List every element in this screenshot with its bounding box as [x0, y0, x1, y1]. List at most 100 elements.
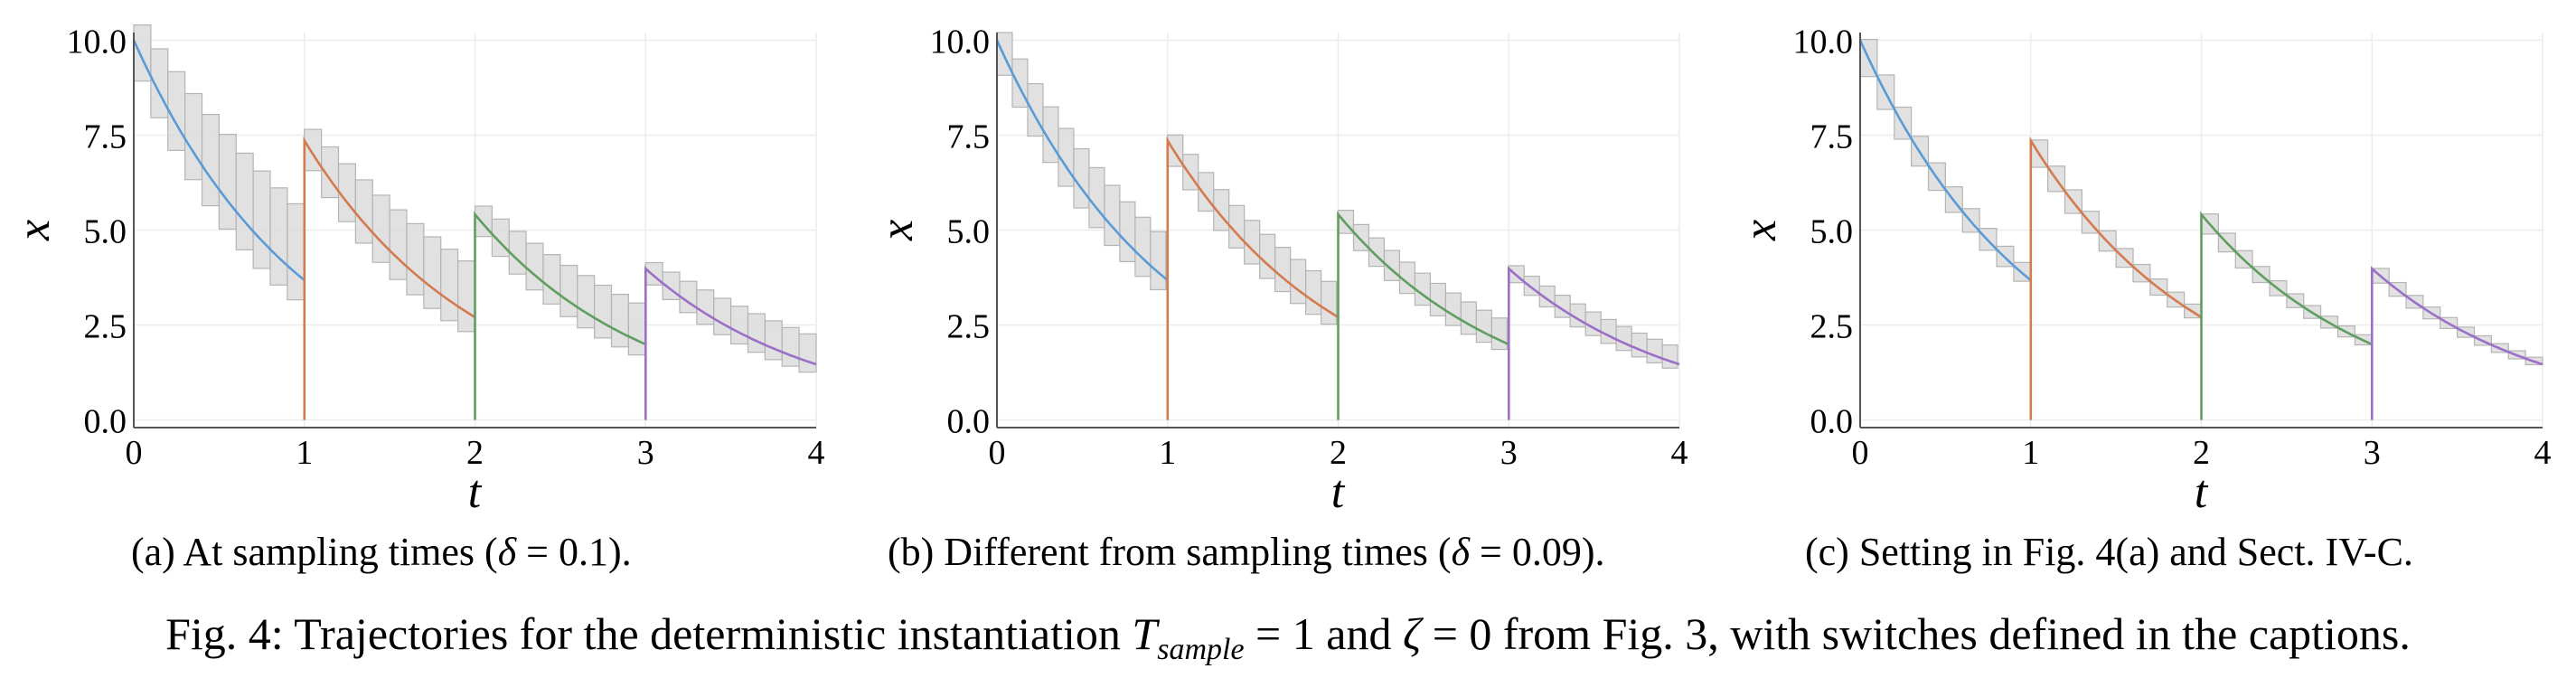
series-line-2 — [1166, 136, 1340, 420]
x-tick-label: 4 — [2534, 434, 2552, 472]
reachable-set-box — [1104, 184, 1121, 247]
reachable-set-box — [730, 306, 749, 345]
x-tick-label: 3 — [637, 434, 654, 472]
y-tick-label: 7.5 — [947, 118, 991, 155]
reachable-set-box — [1615, 325, 1632, 352]
series-line-3 — [474, 211, 646, 420]
subcaption-c: (c) Setting in Fig. 4(a) and Sect. IV-C. — [1805, 530, 2413, 574]
y-axis-label: x — [871, 220, 923, 241]
reachable-set-box — [1119, 201, 1136, 263]
series-line-1 — [1858, 39, 2032, 282]
reachable-set-box — [218, 133, 237, 230]
subcaption-a: (a) At sampling times (δ = 0.1). — [131, 530, 632, 574]
reachable-set-box — [577, 275, 596, 329]
reachable-set-box — [371, 194, 390, 263]
reachable-set-box — [354, 179, 373, 244]
series-line-3 — [1337, 211, 1509, 420]
reachable-set-box — [235, 152, 254, 250]
reachable-set-box — [440, 249, 459, 322]
y-axis-label: x — [8, 220, 60, 241]
subcaption-b: (b) Different from sampling times (δ = 0… — [888, 530, 1605, 574]
reachable-set-box — [1073, 147, 1090, 209]
reachable-set-box — [713, 297, 732, 335]
reachable-set-box — [627, 302, 646, 356]
y-tick-label: 0.0 — [84, 403, 127, 441]
reachable-set-box — [423, 236, 442, 309]
reachable-set-box — [389, 209, 408, 280]
reachable-set-box — [1259, 233, 1276, 279]
reachable-set-box — [1305, 269, 1322, 315]
reachable-set-box — [252, 170, 271, 269]
x-tick-label: 2 — [2193, 434, 2210, 472]
y-tick-label: 0.0 — [1810, 403, 1854, 441]
reachable-set-box — [1429, 282, 1447, 316]
y-tick-label: 0.0 — [947, 403, 991, 441]
x-tick-label: 4 — [1671, 434, 1688, 472]
y-axis-label: x — [1735, 220, 1786, 241]
reachable-set-box — [1444, 292, 1462, 326]
reachable-set-box — [1150, 231, 1167, 291]
series-line-1 — [132, 39, 306, 282]
reachable-set-box — [696, 289, 715, 325]
x-tick-label: 1 — [296, 434, 313, 472]
series-line-4 — [1508, 266, 1680, 420]
reachable-set-box — [764, 320, 783, 361]
x-axis-label: t — [468, 466, 483, 518]
y-tick-label: 7.5 — [1810, 118, 1854, 155]
reachable-set-box — [269, 187, 288, 286]
reachable-set-box — [406, 222, 425, 296]
series-line-3 — [2200, 211, 2373, 420]
y-tick-label: 5.0 — [947, 213, 991, 251]
x-tick-label: 2 — [1330, 434, 1347, 472]
x-tick-label: 3 — [2364, 434, 2381, 472]
x-tick-label: 0 — [126, 434, 143, 472]
reachable-set-box — [1475, 309, 1492, 344]
reachable-set-box — [1646, 338, 1663, 363]
reachable-set-box — [1134, 216, 1152, 278]
x-tick-label: 1 — [2022, 434, 2039, 472]
x-tick-label: 2 — [466, 434, 484, 472]
series-line-4 — [644, 266, 817, 420]
chart-panel-b: 0.0 2.5 5.0 7.5 10.0 0 1 2 3 4 t x — [871, 23, 1688, 518]
y-tick-label: 5.0 — [84, 213, 127, 251]
reachable-set-box — [1414, 272, 1432, 306]
reachable-set-box — [287, 202, 306, 301]
y-tick-label: 2.5 — [947, 308, 991, 346]
series-line-1 — [995, 39, 1169, 282]
x-tick-label: 4 — [808, 434, 825, 472]
reachable-set-box — [1460, 301, 1477, 335]
reachable-set-box — [201, 114, 220, 207]
reachable-set-box — [781, 326, 800, 367]
figure-caption: Fig. 4: Trajectories for the determinist… — [165, 608, 2411, 666]
reachable-set-box — [559, 264, 578, 317]
series-line-2 — [303, 136, 476, 420]
chart-panel-c: 0.0 2.5 5.0 7.5 10.0 0 1 2 3 4 t x — [1735, 23, 2552, 518]
reachable-set-box — [457, 260, 476, 333]
x-axis-label: t — [2195, 466, 2209, 518]
reachable-set-box — [337, 163, 356, 222]
reachable-set-box — [184, 92, 203, 181]
reachable-set-box — [1631, 332, 1648, 358]
y-tick-label: 10.0 — [67, 23, 127, 61]
y-tick-label: 10.0 — [1793, 23, 1854, 61]
reachable-set-box — [1321, 280, 1338, 325]
reachable-set-box — [1661, 344, 1678, 369]
series-line-2 — [2029, 136, 2203, 420]
x-tick-label: 1 — [1159, 434, 1176, 472]
y-tick-label: 10.0 — [930, 23, 991, 61]
reachable-set-box — [167, 71, 186, 151]
chart-panel-a: 0.0 2.5 5.0 7.5 10.0 0 1 2 3 4 t x — [8, 23, 825, 518]
reachable-set-box — [798, 333, 817, 373]
y-tick-label: 7.5 — [84, 118, 127, 155]
reachable-set-box — [542, 254, 561, 305]
reachable-set-box — [1600, 318, 1617, 344]
reachable-set-box — [594, 284, 613, 339]
x-tick-label: 0 — [989, 434, 1006, 472]
reachable-set-box — [1088, 166, 1105, 229]
reachable-set-box — [1274, 246, 1292, 293]
y-tick-label: 2.5 — [1810, 308, 1854, 346]
series-line-4 — [2371, 266, 2543, 420]
y-tick-label: 2.5 — [84, 308, 127, 346]
x-tick-label: 0 — [1852, 434, 1869, 472]
